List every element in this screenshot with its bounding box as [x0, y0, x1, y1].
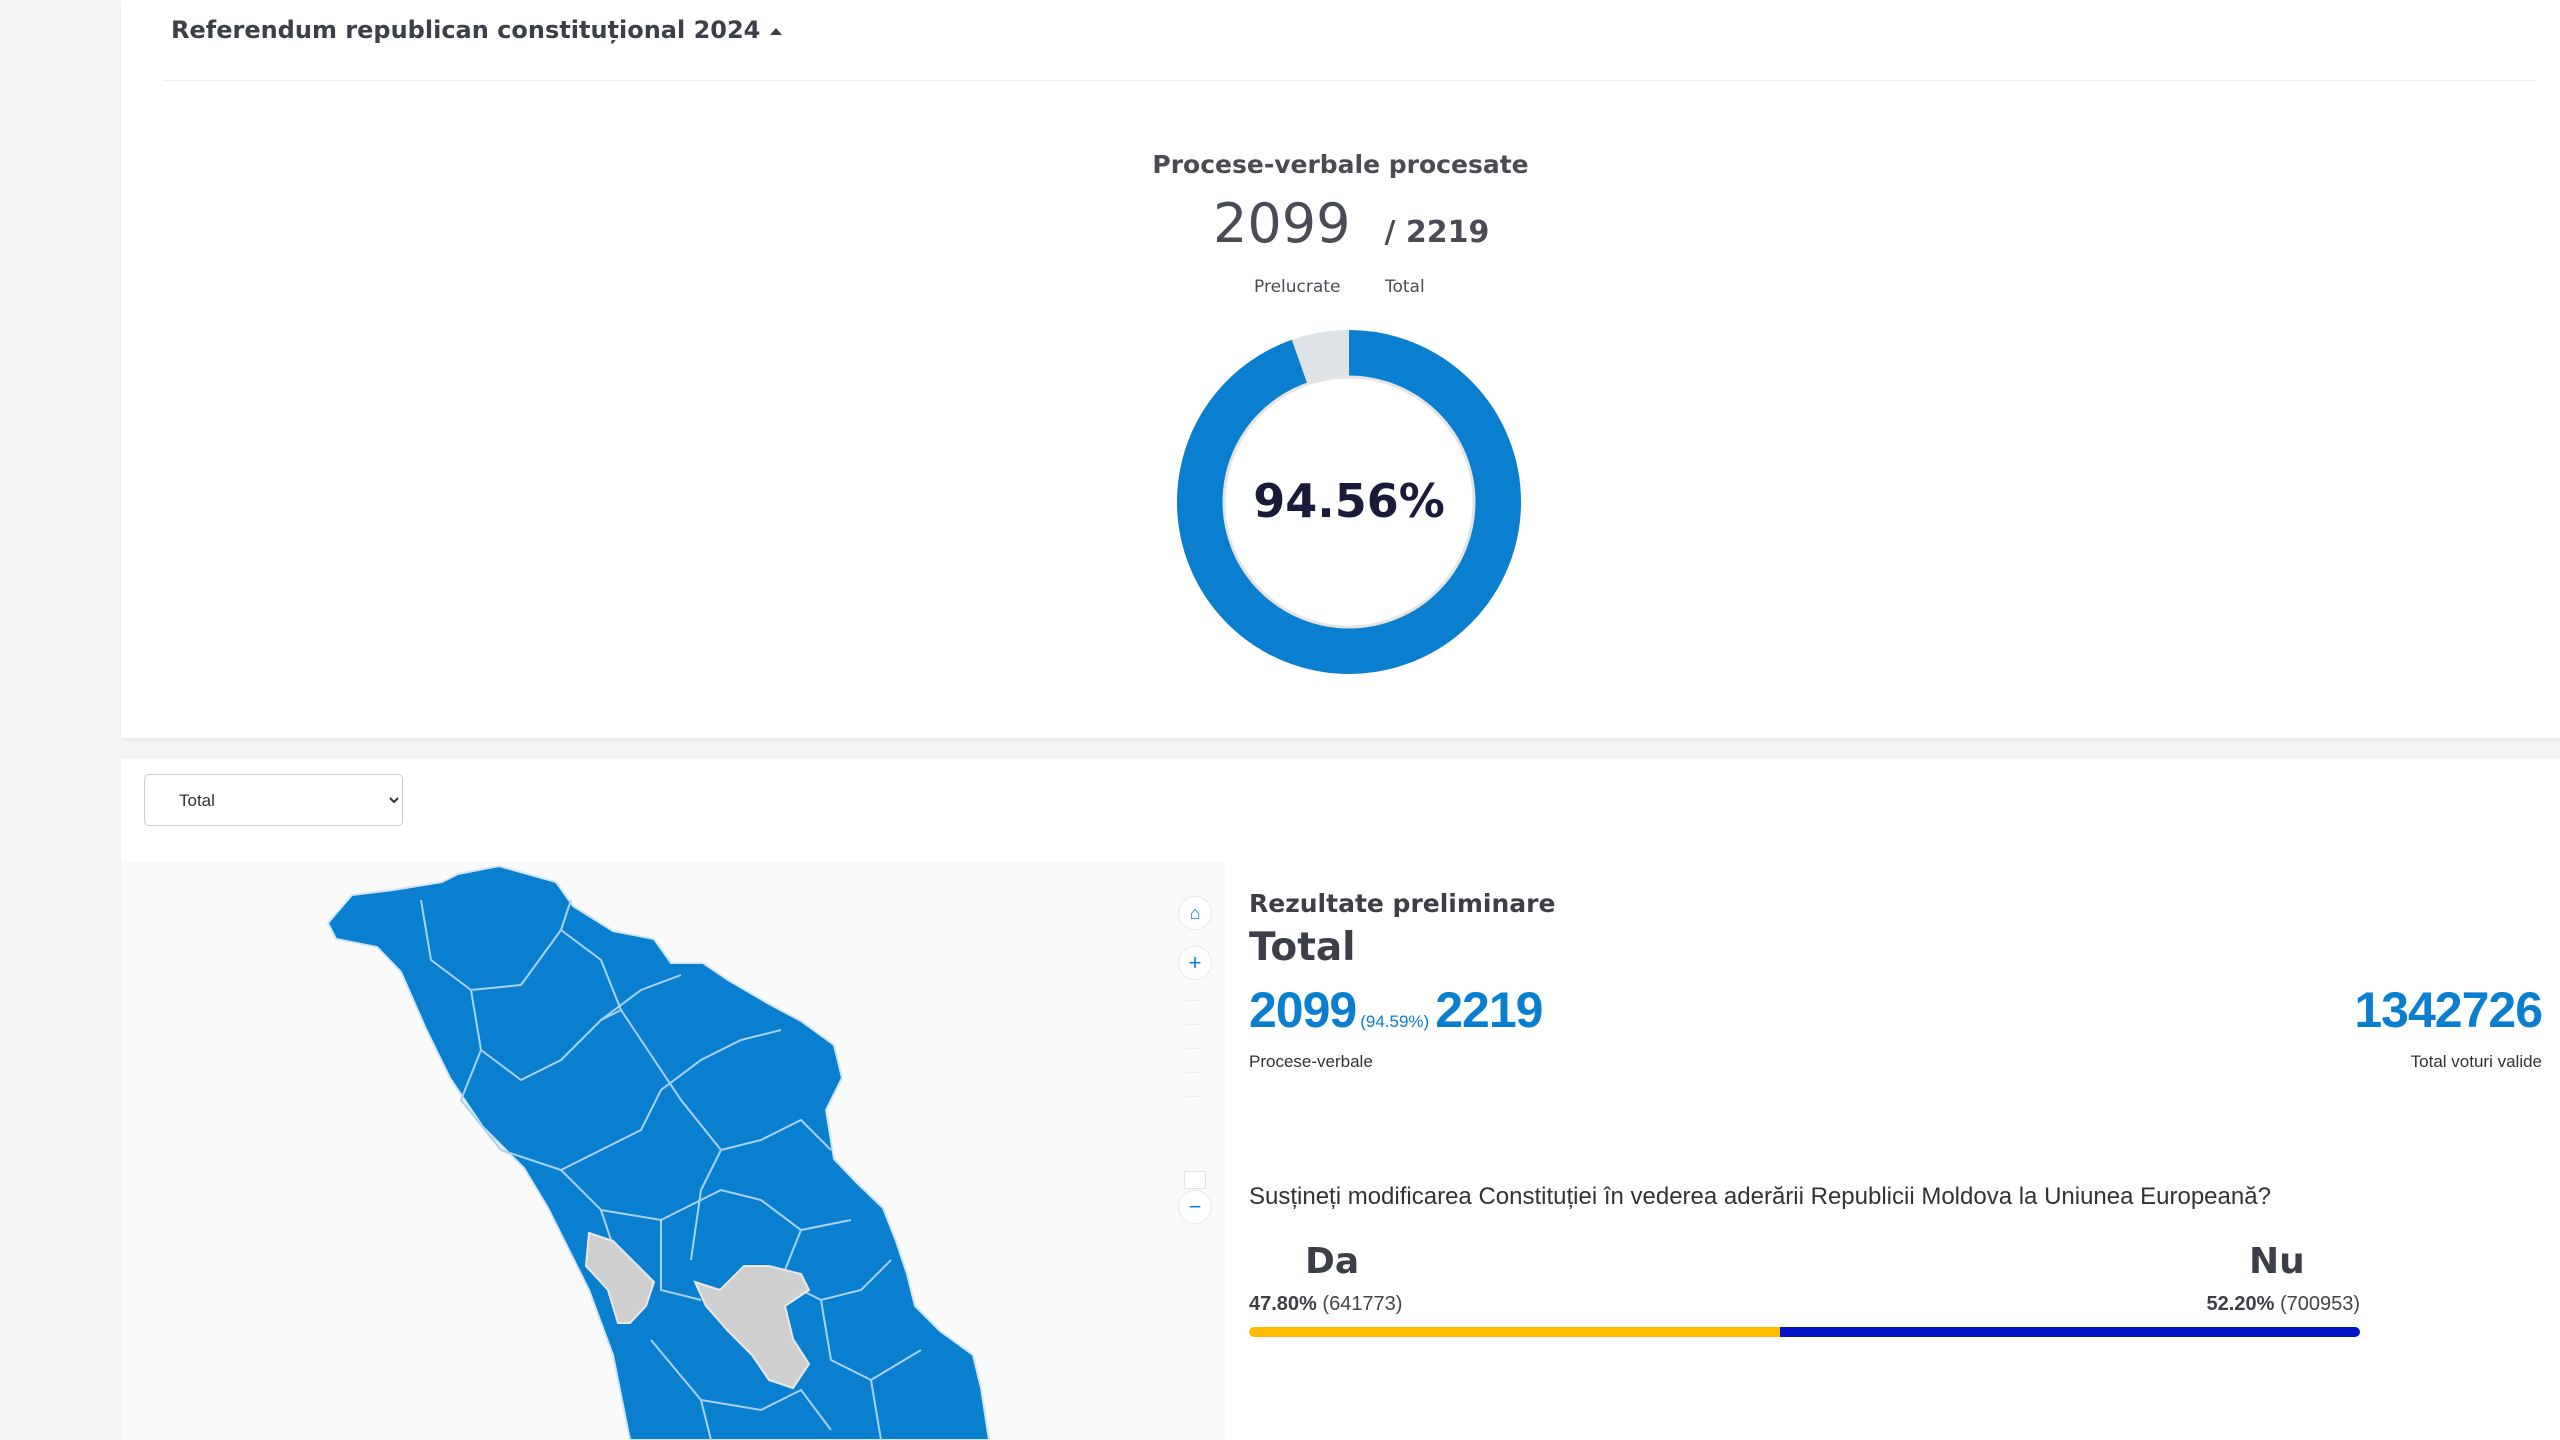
pv-total: 2219 — [1435, 982, 1543, 1038]
home-icon: ⌂ — [1189, 902, 1201, 923]
valid-votes-label: Total voturi valide — [2410, 1052, 2542, 1071]
election-title: Referendum republican constituțional 202… — [171, 16, 761, 44]
option-nu-percent: 52.20% — [2206, 1293, 2275, 1315]
map-home-button[interactable]: ⌂ — [1178, 896, 1212, 930]
map-region-no-data[interactable] — [584, 1231, 656, 1324]
map-boundaries — [420, 899, 922, 1440]
option-da-votes: (641773) — [1322, 1293, 1403, 1315]
processed-card: Referendum republican constituțional 202… — [121, 0, 2560, 738]
moldova-map[interactable] — [121, 862, 1225, 1440]
region-select[interactable]: Total — [144, 774, 403, 826]
option-nu-votes: (700953) — [2279, 1293, 2360, 1315]
results-card: Total ⌂ + — [121, 759, 2560, 1440]
pv-label: Procese-verbale — [1249, 1052, 1373, 1071]
map-region-main[interactable] — [326, 864, 991, 1440]
option-nu-values: 52.20% (700953) — [2207, 1293, 2360, 1316]
results-title: Rezultate preliminare — [1249, 889, 1556, 918]
results-bar — [1249, 1327, 2360, 1337]
bar-segment-nu — [1780, 1327, 2360, 1337]
option-da-values: 47.80% (641773) — [1249, 1293, 1402, 1316]
progress-donut — [1177, 330, 1521, 674]
left-gutter — [0, 0, 121, 1440]
zoom-tick — [1186, 1000, 1202, 1001]
plus-icon: + — [1188, 950, 1202, 975]
option-nu-label: Nu — [2249, 1241, 2305, 1282]
total-label: Total — [1385, 277, 1425, 297]
election-toggle[interactable]: Referendum republican constituțional 202… — [171, 16, 783, 44]
processed-count: 2099 — [1213, 192, 1351, 255]
map-zoom-out-button[interactable]: − — [1178, 1190, 1212, 1224]
results-map[interactable]: ⌂ + − — [121, 862, 1225, 1440]
zoom-tick — [1186, 1048, 1202, 1049]
zoom-tick — [1186, 1024, 1202, 1025]
pv-percent: (94.59%) — [1360, 1012, 1430, 1031]
map-zoom-in-button[interactable]: + — [1178, 946, 1212, 980]
caret-up-icon — [770, 27, 783, 35]
divider — [163, 80, 2535, 81]
option-da-label: Da — [1305, 1241, 1360, 1282]
zoom-tick — [1186, 1072, 1202, 1073]
processed-title: Procese-verbale procesate — [1152, 150, 1529, 179]
zoom-tick — [1186, 1096, 1202, 1097]
pv-processed: 2099 — [1249, 982, 1357, 1038]
donut-inner — [1222, 375, 1476, 629]
processed-percent: 94.56% — [1253, 474, 1445, 528]
pv-counts: 2099 (94.59%) 2219 — [1249, 981, 1543, 1039]
bar-segment-da — [1249, 1327, 1781, 1337]
processed-label: Prelucrate — [1254, 277, 1341, 297]
option-da-percent: 47.80% — [1249, 1293, 1317, 1315]
total-count: / 2219 — [1384, 215, 1490, 250]
results-scope: Total — [1249, 925, 1356, 970]
donut-done — [1177, 330, 1521, 674]
zoom-slider-handle[interactable] — [1184, 1171, 1206, 1189]
processed-counts: 2099 / 2219 — [1213, 192, 1489, 255]
map-region-no-data[interactable] — [693, 1265, 811, 1390]
minus-icon: − — [1188, 1194, 1202, 1219]
valid-votes: 1342726 — [2354, 982, 2543, 1038]
referendum-question: Susțineți modificarea Constituției în ve… — [1249, 1183, 2271, 1210]
